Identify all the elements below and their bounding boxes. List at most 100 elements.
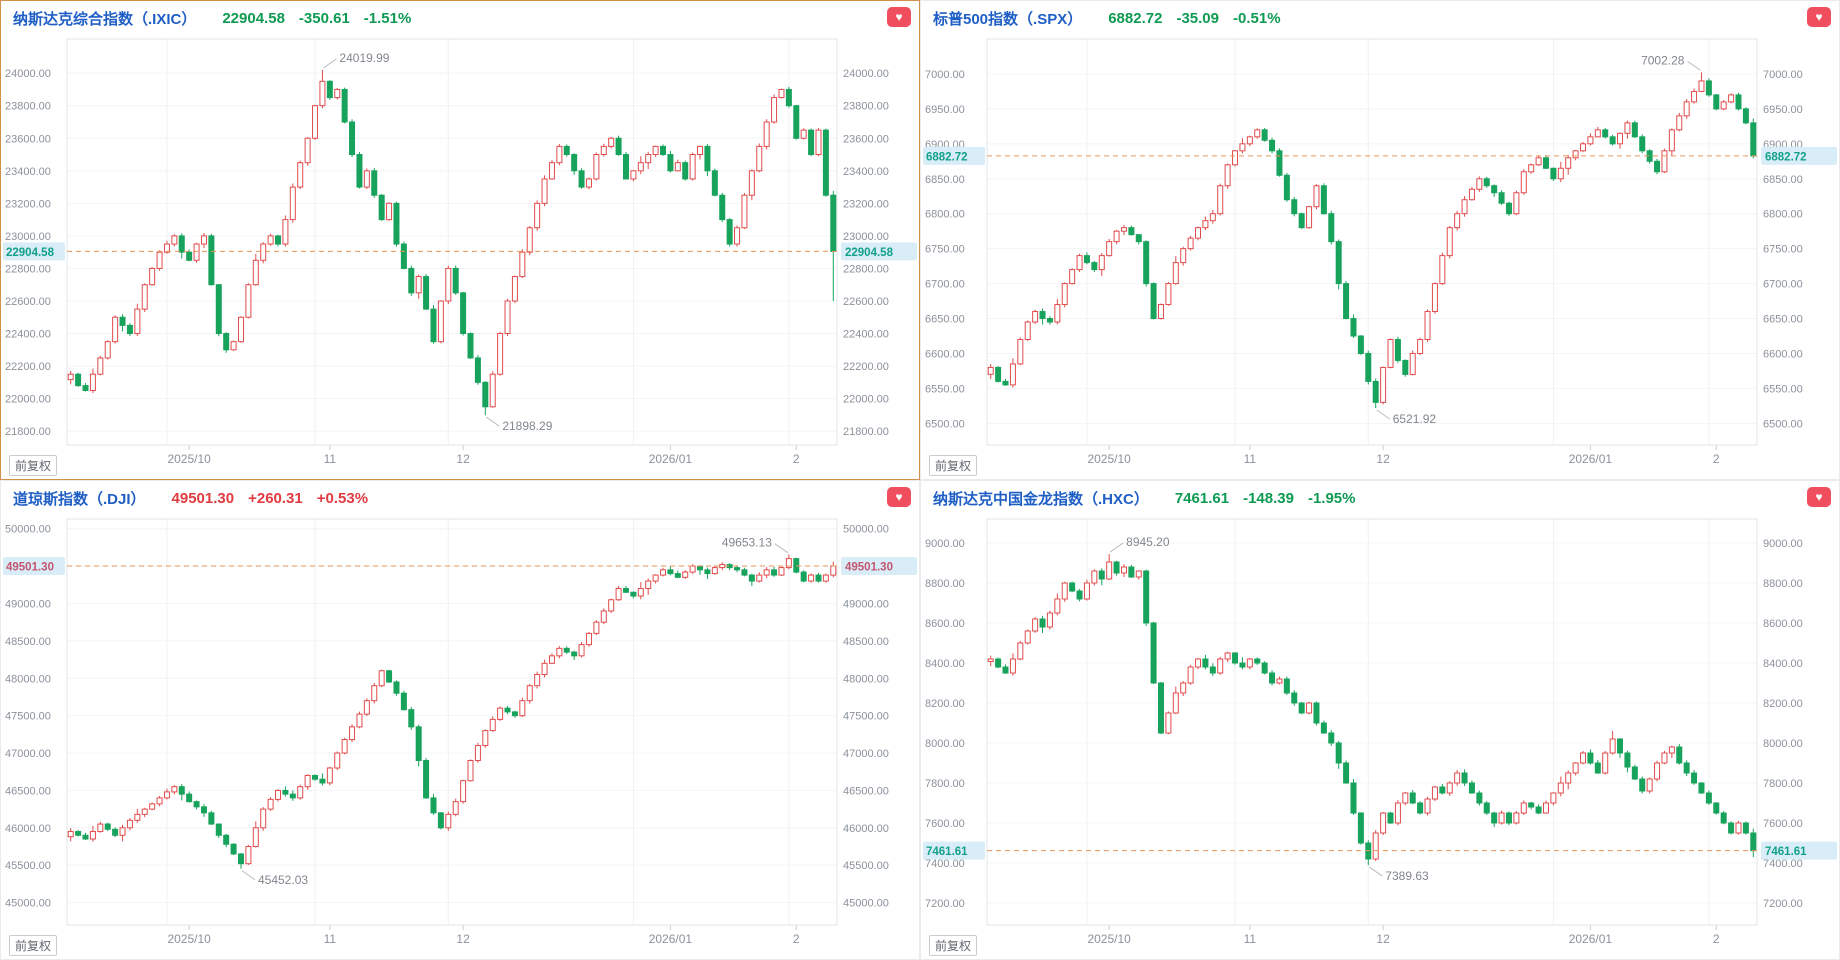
index-title: 纳斯达克中国金龙指数（.HXC） — [933, 490, 1149, 508]
favorite-button[interactable]: ♥ — [1807, 487, 1831, 507]
heart-icon: ♥ — [1815, 490, 1823, 504]
svg-text:6750.00: 6750.00 — [925, 244, 965, 256]
svg-text:23600.00: 23600.00 — [843, 133, 889, 145]
svg-text:12: 12 — [456, 452, 470, 466]
svg-text:2025/10: 2025/10 — [1087, 932, 1131, 946]
svg-text:7461.61: 7461.61 — [926, 846, 968, 858]
index-change: -35.09 — [1176, 9, 1219, 27]
svg-text:6950.00: 6950.00 — [1763, 104, 1803, 116]
svg-text:6650.00: 6650.00 — [1763, 314, 1803, 326]
favorite-button[interactable]: ♥ — [887, 487, 911, 507]
svg-text:22904.58: 22904.58 — [845, 247, 894, 259]
panel-titlebar: 纳斯达克中国金龙指数（.HXC） 7461.61 -148.39 -1.95% … — [921, 481, 1839, 515]
svg-text:45000.00: 45000.00 — [843, 898, 889, 910]
svg-text:2026/01: 2026/01 — [649, 932, 693, 946]
svg-text:23200.00: 23200.00 — [843, 198, 889, 210]
svg-text:2: 2 — [793, 452, 800, 466]
svg-text:23400.00: 23400.00 — [843, 166, 889, 178]
index-change: +260.31 — [248, 489, 303, 507]
adjust-mode-button[interactable]: 前复权 — [929, 455, 978, 476]
svg-text:21800.00: 21800.00 — [843, 426, 889, 438]
svg-text:8600.00: 8600.00 — [925, 618, 965, 630]
svg-text:48500.00: 48500.00 — [5, 636, 51, 648]
svg-text:12: 12 — [456, 932, 470, 946]
svg-text:8200.00: 8200.00 — [1763, 698, 1803, 710]
svg-text:7389.63: 7389.63 — [1385, 869, 1429, 883]
index-change-percent: -1.51% — [363, 9, 412, 27]
adjust-mode-button[interactable]: 前复权 — [9, 935, 58, 956]
svg-text:7600.00: 7600.00 — [925, 818, 965, 830]
panel-spx: 标普500指数（.SPX） 6882.72 -35.09 -0.51% ♥ 70… — [920, 0, 1840, 480]
candlestick-chart[interactable]: 50000.00 50000.00 49000.00 49000.00 48500.00… — [1, 515, 920, 960]
svg-text:11: 11 — [324, 932, 337, 946]
svg-text:23000.00: 23000.00 — [843, 231, 889, 243]
svg-text:6950.00: 6950.00 — [925, 104, 965, 116]
index-change-percent: +0.53% — [316, 489, 369, 507]
svg-text:50000.00: 50000.00 — [843, 524, 889, 536]
panel-ixic: 纳斯达克综合指数（.IXIC） 22904.58 -350.61 -1.51% … — [0, 0, 920, 480]
svg-text:49501.30: 49501.30 — [6, 562, 54, 574]
panel-titlebar: 纳斯达克综合指数（.IXIC） 22904.58 -350.61 -1.51% … — [1, 1, 919, 35]
svg-text:7400.00: 7400.00 — [925, 858, 965, 870]
favorite-button[interactable]: ♥ — [887, 7, 911, 27]
index-change: -148.39 — [1243, 489, 1294, 507]
svg-text:45452.03: 45452.03 — [258, 873, 308, 887]
svg-text:12: 12 — [1376, 452, 1390, 466]
panel-dji: 道琼斯指数（.DJI） 49501.30 +260.31 +0.53% ♥ 50… — [0, 480, 920, 960]
svg-text:6800.00: 6800.00 — [925, 209, 965, 221]
svg-text:6650.00: 6650.00 — [925, 314, 965, 326]
svg-text:47500.00: 47500.00 — [843, 711, 889, 723]
favorite-button[interactable]: ♥ — [1807, 7, 1831, 27]
svg-text:23000.00: 23000.00 — [5, 231, 51, 243]
svg-text:8800.00: 8800.00 — [925, 578, 965, 590]
svg-text:6600.00: 6600.00 — [925, 348, 965, 360]
svg-text:2025/10: 2025/10 — [167, 452, 211, 466]
svg-text:49501.30: 49501.30 — [845, 562, 893, 574]
svg-text:8800.00: 8800.00 — [1763, 578, 1803, 590]
svg-text:24000.00: 24000.00 — [843, 68, 889, 80]
svg-text:24000.00: 24000.00 — [5, 68, 51, 80]
svg-text:6882.72: 6882.72 — [1765, 151, 1807, 163]
svg-text:7200.00: 7200.00 — [1763, 898, 1803, 910]
svg-text:46500.00: 46500.00 — [843, 785, 889, 797]
svg-text:9000.00: 9000.00 — [925, 538, 965, 550]
panel-titlebar: 标普500指数（.SPX） 6882.72 -35.09 -0.51% ♥ — [921, 1, 1839, 35]
adjust-mode-button[interactable]: 前复权 — [929, 935, 978, 956]
svg-text:45500.00: 45500.00 — [843, 860, 889, 872]
candlestick-chart[interactable]: 24000.00 24000.00 23800.00 23800.00 23600.00… — [1, 35, 920, 480]
svg-text:8400.00: 8400.00 — [925, 658, 965, 670]
svg-text:48500.00: 48500.00 — [843, 636, 889, 648]
index-price: 22904.58 — [222, 9, 285, 27]
heart-icon: ♥ — [895, 490, 903, 504]
svg-text:8945.20: 8945.20 — [1126, 535, 1170, 549]
svg-text:7200.00: 7200.00 — [925, 898, 965, 910]
candlestick-chart[interactable]: 9000.00 9000.00 8800.00 8800.00 8600.00 8600.… — [921, 515, 1840, 960]
svg-text:6800.00: 6800.00 — [1763, 209, 1803, 221]
svg-text:22400.00: 22400.00 — [843, 329, 889, 341]
svg-text:2: 2 — [1713, 932, 1720, 946]
svg-text:48000.00: 48000.00 — [843, 673, 889, 685]
svg-text:6850.00: 6850.00 — [925, 174, 965, 186]
svg-text:2026/01: 2026/01 — [649, 452, 693, 466]
svg-text:8000.00: 8000.00 — [925, 738, 965, 750]
index-title: 纳斯达克综合指数（.IXIC） — [13, 10, 197, 28]
index-price: 6882.72 — [1108, 9, 1163, 27]
svg-text:8400.00: 8400.00 — [1763, 658, 1803, 670]
index-title: 标普500指数（.SPX） — [933, 10, 1083, 28]
svg-text:8600.00: 8600.00 — [1763, 618, 1803, 630]
svg-text:49000.00: 49000.00 — [843, 598, 889, 610]
svg-text:23800.00: 23800.00 — [5, 101, 51, 113]
svg-text:12: 12 — [1376, 932, 1390, 946]
svg-text:23200.00: 23200.00 — [5, 198, 51, 210]
index-change-percent: -0.51% — [1233, 9, 1281, 27]
svg-text:6600.00: 6600.00 — [1763, 348, 1803, 360]
adjust-mode-button[interactable]: 前复权 — [9, 455, 58, 476]
svg-text:2: 2 — [793, 932, 800, 946]
svg-text:6850.00: 6850.00 — [1763, 174, 1803, 186]
svg-text:48000.00: 48000.00 — [5, 673, 51, 685]
svg-text:22200.00: 22200.00 — [5, 361, 51, 373]
svg-text:7400.00: 7400.00 — [1763, 858, 1803, 870]
svg-text:46000.00: 46000.00 — [5, 823, 51, 835]
